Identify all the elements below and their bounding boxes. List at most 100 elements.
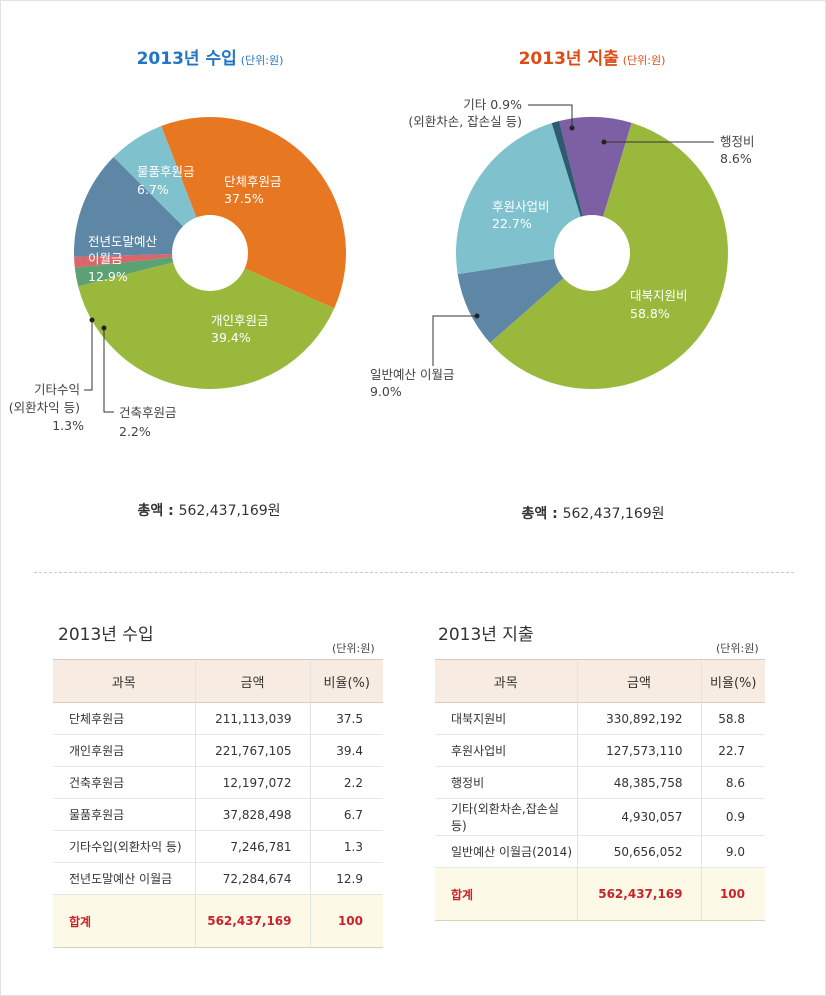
- row-amount: 48,385,758: [576, 766, 701, 799]
- label-ilban-pct: 9.0%: [370, 384, 402, 399]
- table-row: 물품후원금 37,828,498 6.7: [53, 798, 383, 831]
- label-mulpum-name: 물품후원금: [137, 164, 195, 179]
- sum-amount: 562,437,169: [576, 867, 701, 921]
- row-subject: 개인후원금: [53, 734, 195, 767]
- label-geonchuk-name: 건축후원금: [119, 405, 177, 420]
- row-ratio: 39.4: [309, 734, 383, 767]
- row-ratio: 37.5: [309, 702, 383, 735]
- row-amount: 4,930,057: [576, 798, 701, 836]
- income-slice-4: [73, 157, 210, 257]
- label-danche-name: 단체후원금: [224, 174, 282, 189]
- row-subject: 단체후원금: [53, 702, 195, 735]
- expense-pie-hole: [554, 215, 630, 291]
- income-table-title: 2013년 수입: [58, 625, 154, 645]
- label-danche-pct: 37.5%: [224, 191, 264, 206]
- row-amount: 330,892,192: [576, 702, 701, 735]
- row-amount: 12,197,072: [194, 766, 310, 799]
- label-mulpum-pct: 6.7%: [137, 182, 169, 197]
- row-subject: 기타수입(외환차익 등): [53, 830, 195, 863]
- table-row: 대북지원비 330,892,192 58.8: [435, 702, 765, 735]
- row-amount: 7,246,781: [194, 830, 310, 863]
- income-table-unit: (단위:원): [332, 642, 375, 655]
- label-ilban-name: 일반예산 이월금: [370, 367, 454, 382]
- table-row: 행정비 48,385,758 8.6: [435, 766, 765, 799]
- callout-line-ilban: [432, 315, 477, 366]
- expense-table-header: 과목 금액 비율(%): [435, 659, 765, 703]
- income-slice-5: [113, 126, 210, 253]
- row-subject: 일반예산 이월금(2014): [435, 835, 577, 868]
- label-daebuk-pct: 58.8%: [630, 306, 670, 321]
- label-haengjeong-pct: 8.6%: [720, 151, 752, 166]
- label-gita-name: 기타수익: [34, 382, 80, 397]
- header-amount: 금액: [194, 659, 310, 703]
- expense-total-value: 562,437,169원: [562, 506, 665, 522]
- expense-table-unit: (단위:원): [716, 642, 759, 655]
- row-amount: 37,828,498: [194, 798, 310, 831]
- label-haengjeong-name: 행정비: [720, 134, 755, 149]
- section-divider: [34, 572, 794, 573]
- income-slice-1: [78, 253, 335, 390]
- sum-label: 합계: [435, 867, 577, 921]
- header-ratio: 비율(%): [700, 659, 765, 703]
- row-subject: 건축후원금: [53, 766, 195, 799]
- income-total-value: 562,437,169원: [178, 503, 281, 519]
- label-gita-note: (외환차익 등): [9, 400, 80, 415]
- header-amount: 금액: [576, 659, 701, 703]
- table-sum-row: 합계 562,437,169 100: [435, 867, 765, 921]
- table-row: 후원사업비 127,573,110 22.7: [435, 734, 765, 767]
- sum-ratio: 100: [700, 867, 765, 921]
- expense-total: 총액 : 562,437,169원: [443, 503, 743, 523]
- table-row: 전년도말예산 이월금 72,284,674 12.9: [53, 862, 383, 895]
- row-amount: 127,573,110: [576, 734, 701, 767]
- sum-label: 합계: [53, 894, 195, 948]
- income-total-label: 총액 :: [137, 503, 174, 519]
- table-row: 단체후원금 211,113,039 37.5: [53, 702, 383, 735]
- expense-table-title: 2013년 지출: [438, 625, 534, 645]
- label-exp-gita-note: (외환차손, 잡손실 등): [408, 114, 522, 129]
- callout-dot-ilban: [474, 313, 480, 319]
- expense-chart-title: 2013년 지출 (단위:원): [442, 44, 742, 69]
- label-exp-gita-name: 기타 0.9%: [463, 97, 522, 112]
- income-table-header: 과목 금액 비율(%): [53, 659, 383, 703]
- row-amount: 50,656,052: [576, 835, 701, 868]
- label-gaein-pct: 39.4%: [211, 330, 251, 345]
- label-jeonnyeon-name1: 전년도말예산: [88, 234, 158, 249]
- row-subject: 대북지원비: [435, 702, 577, 735]
- sum-amount: 562,437,169: [194, 894, 310, 948]
- label-huwon-pct: 22.7%: [492, 216, 532, 231]
- row-ratio: 1.3: [309, 830, 383, 863]
- table-sum-row: 합계 562,437,169 100: [53, 894, 383, 948]
- header-subject: 과목: [53, 659, 195, 703]
- row-ratio: 22.7: [700, 734, 765, 767]
- row-ratio: 12.9: [309, 862, 383, 895]
- header-subject: 과목: [435, 659, 577, 703]
- label-gita-pct: 1.3%: [52, 418, 84, 433]
- label-daebuk-name: 대북지원비: [630, 288, 688, 303]
- callout-dot-gita: [89, 317, 95, 323]
- table-row: 일반예산 이월금(2014) 50,656,052 9.0: [435, 835, 765, 868]
- expense-table: 과목 금액 비율(%) 대북지원비 330,892,192 58.8 후원사업비 12…: [435, 659, 765, 921]
- label-gaein-name: 개인후원금: [211, 313, 269, 328]
- expense-slice-0: [559, 116, 632, 253]
- header-ratio: 비율(%): [309, 659, 383, 703]
- callout-dot-haengjeong: [601, 139, 607, 145]
- label-jeonnyeon-name2: 이월금: [88, 251, 123, 266]
- income-pie: [73, 116, 347, 390]
- table-row: 개인후원금 221,767,105 39.4: [53, 734, 383, 767]
- label-jeonnyeon-pct: 12.9%: [88, 269, 128, 284]
- callout-dot-geonchuk: [101, 325, 107, 331]
- callout-line-exp-gita: [528, 104, 573, 128]
- callout-line-gita: [84, 320, 93, 391]
- row-ratio: 6.7: [309, 798, 383, 831]
- row-amount: 72,284,674: [194, 862, 310, 895]
- row-ratio: 8.6: [700, 766, 765, 799]
- expense-total-label: 총액 :: [521, 506, 558, 522]
- table-row: 기타수입(외환차익 등) 7,246,781 1.3: [53, 830, 383, 863]
- expense-chart-unit: (단위:원): [622, 54, 666, 67]
- callout-dot-exp-gita: [569, 125, 575, 131]
- expense-chart-title-text: 2013년 지출: [518, 49, 619, 69]
- row-ratio: 2.2: [309, 766, 383, 799]
- row-amount: 211,113,039: [194, 702, 310, 735]
- callout-line-geonchuk: [103, 328, 114, 413]
- label-huwon-name: 후원사업비: [492, 199, 550, 214]
